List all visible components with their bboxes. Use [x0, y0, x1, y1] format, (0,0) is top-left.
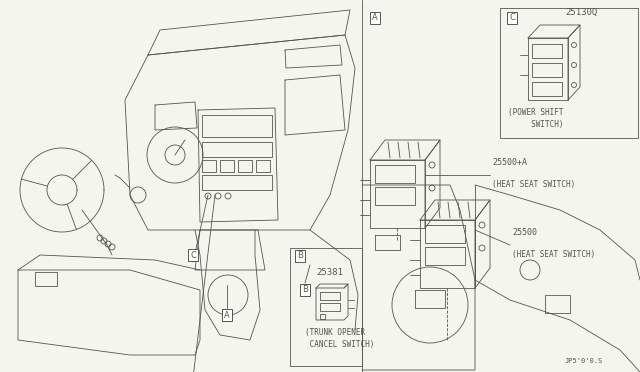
Text: 25130Q: 25130Q [565, 8, 597, 17]
Text: JP5'0'0.S: JP5'0'0.S [565, 358, 604, 364]
Bar [202, 175, 272, 190]
Text: A: A [372, 13, 378, 22]
Bar [545, 295, 570, 313]
Bar [375, 165, 415, 183]
Text: SWITCH): SWITCH) [508, 120, 563, 129]
Text: 25500+A: 25500+A [492, 158, 527, 167]
Text: B: B [297, 251, 303, 260]
Bar [202, 142, 272, 157]
Text: 25500: 25500 [512, 228, 537, 237]
Text: (HEAT SEAT SWITCH): (HEAT SEAT SWITCH) [492, 180, 575, 189]
Bar [256, 160, 270, 172]
Bar [532, 44, 562, 58]
Bar [425, 225, 465, 243]
Bar [532, 82, 562, 96]
Bar [35, 272, 57, 286]
Text: (POWER SHIFT: (POWER SHIFT [508, 108, 563, 117]
Bar [320, 292, 340, 300]
Bar [375, 187, 415, 205]
Text: 25381: 25381 [317, 268, 344, 277]
Text: C: C [190, 250, 196, 260]
Text: (HEAT SEAT SWITCH): (HEAT SEAT SWITCH) [512, 250, 595, 259]
Bar [532, 63, 562, 77]
Bar [220, 160, 234, 172]
Bar [425, 247, 465, 265]
Text: A: A [224, 311, 230, 320]
Bar [320, 303, 340, 311]
Bar [238, 160, 252, 172]
Text: B: B [302, 285, 308, 295]
Bar [202, 160, 216, 172]
Text: (TRUNK OPENER: (TRUNK OPENER [305, 328, 365, 337]
Bar [290, 248, 362, 366]
Text: C: C [509, 13, 515, 22]
Bar [202, 115, 272, 137]
Text: CANCEL SWITCH): CANCEL SWITCH) [305, 340, 374, 349]
Bar [500, 8, 638, 138]
Bar [320, 314, 325, 319]
